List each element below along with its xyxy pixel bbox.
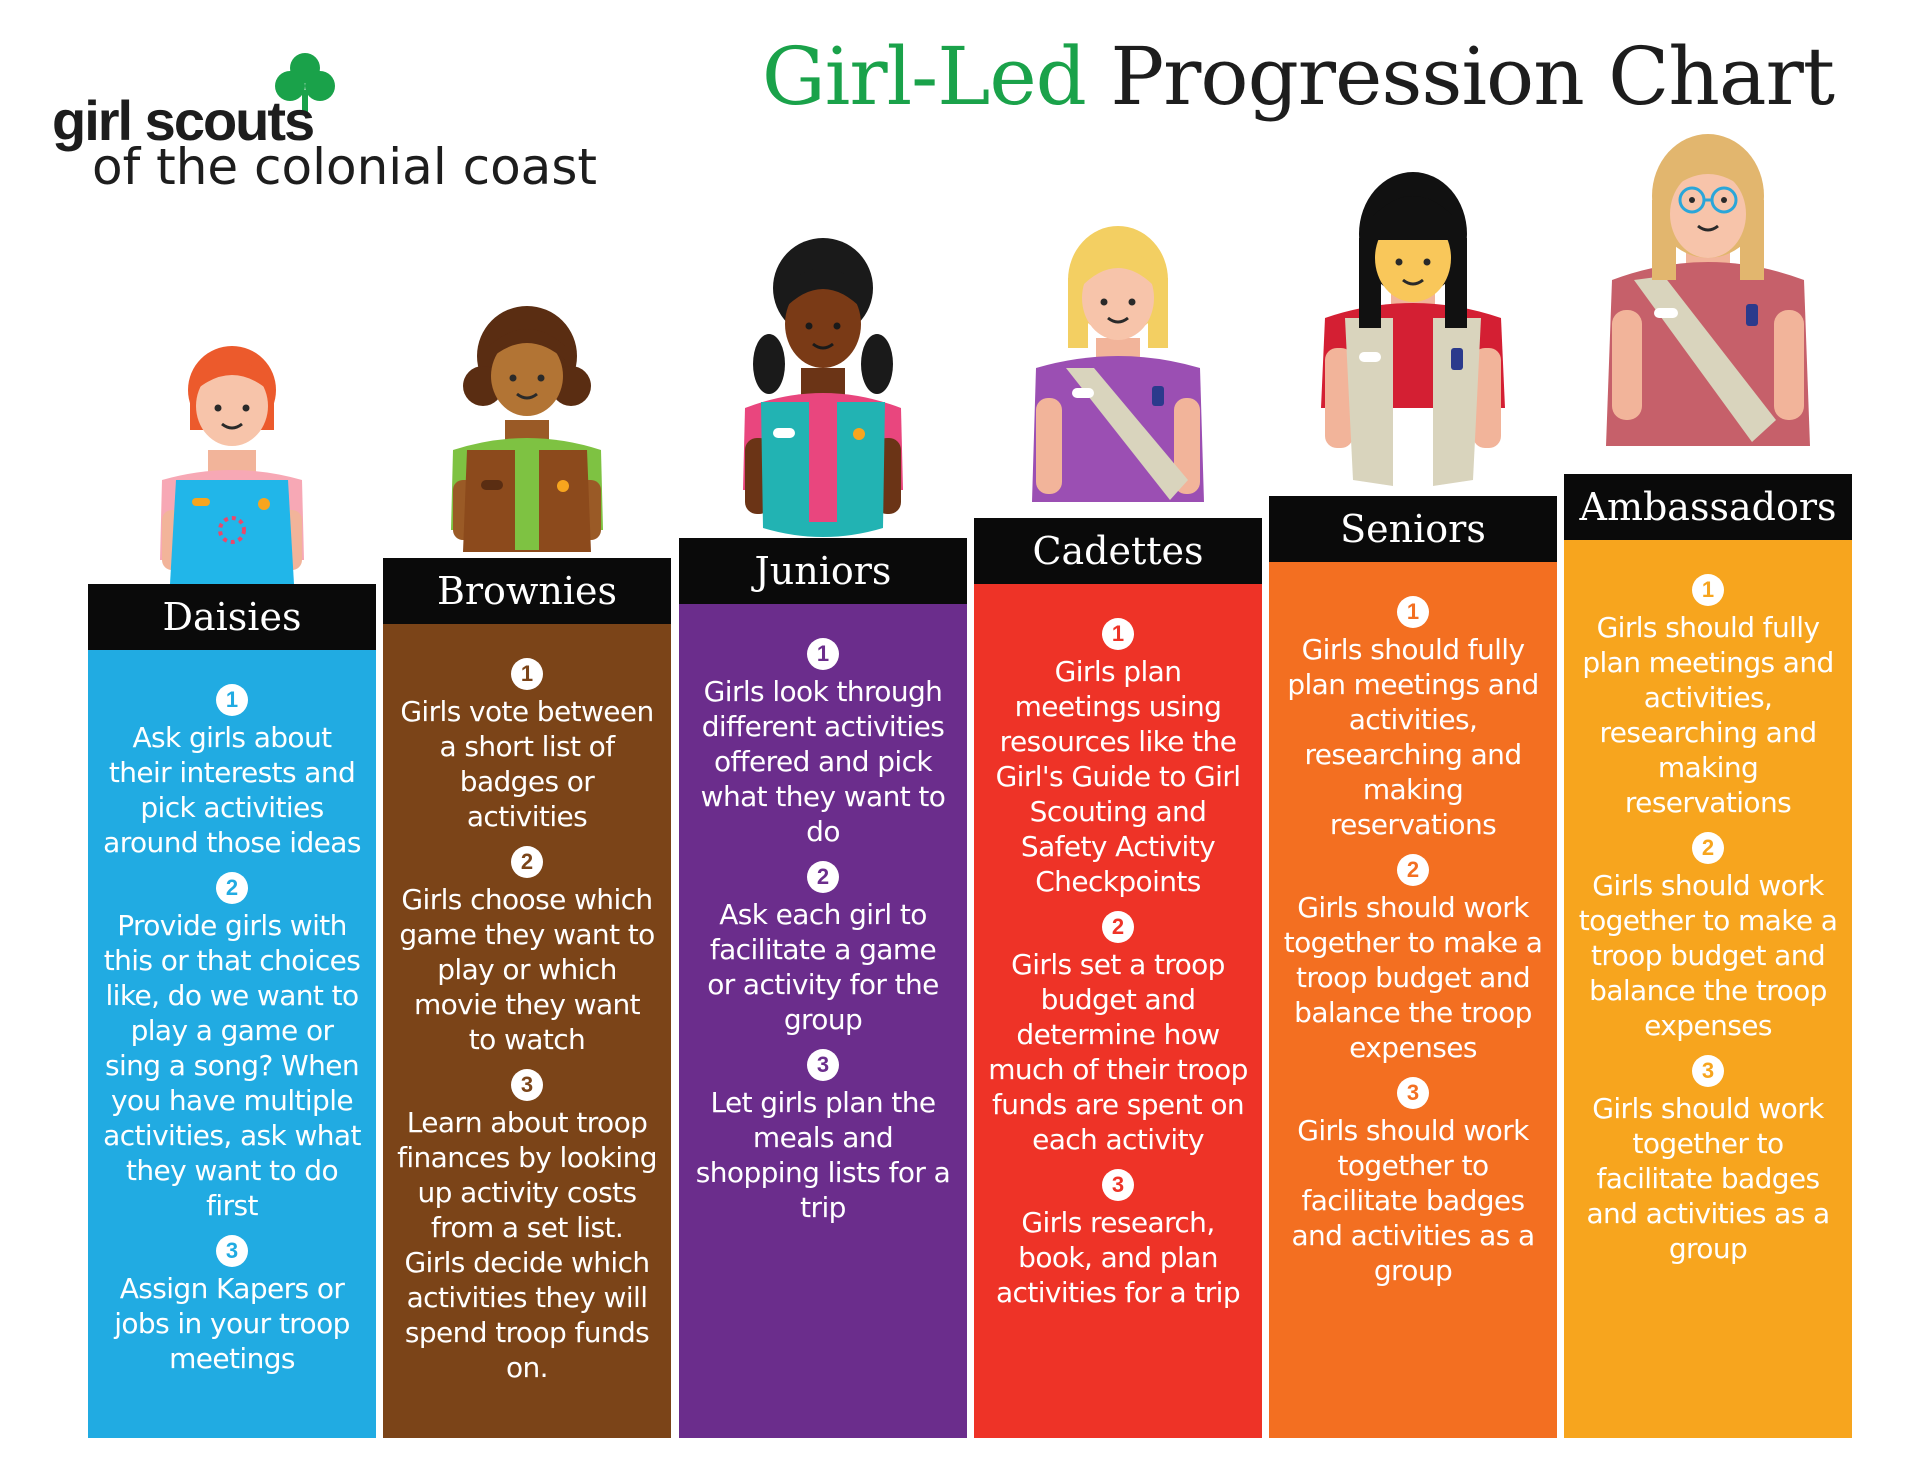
step-number: 3 — [511, 1069, 543, 1101]
level-body-seniors: 1 Girls should fully plan meetings and a… — [1269, 562, 1557, 1438]
list-item: 2 Girls should work together to make a t… — [1283, 854, 1543, 1065]
girl-scouts-logo: girl scouts of the colonial coast — [52, 52, 597, 202]
step-text: Girls should work together to make a tro… — [1283, 891, 1543, 1064]
level-body-daisies: 1 Ask girls about their interests and pi… — [88, 650, 376, 1438]
step-text: Girls choose which game they want to pla… — [399, 883, 655, 1056]
step-number: 1 — [1397, 596, 1429, 628]
level-body-juniors: 1 Girls look through different activitie… — [679, 604, 967, 1438]
step-text: Girls should work together to facilitate… — [1291, 1114, 1535, 1287]
list-item: 2 Girls set a troop budget and determine… — [988, 911, 1248, 1157]
level-header-brownies: Brownies — [383, 558, 671, 624]
level-column-brownies: Brownies 1 Girls vote between a short li… — [383, 290, 671, 1438]
step-text: Girls vote between a short list of badge… — [400, 695, 654, 833]
level-header-seniors: Seniors — [1269, 496, 1557, 562]
step-number: 1 — [216, 684, 248, 716]
step-number: 1 — [1102, 618, 1134, 650]
step-text: Ask girls about their interests and pick… — [103, 721, 361, 859]
title-highlight: Girl-Led — [761, 30, 1087, 123]
step-number: 2 — [216, 872, 248, 904]
list-item: 2 Ask each girl to facilitate a game or … — [693, 861, 953, 1037]
step-number: 3 — [216, 1235, 248, 1267]
list-item: 3 Girls research, book, and plan activit… — [988, 1169, 1248, 1310]
list-item: 3 Girls should work together to facilita… — [1578, 1055, 1838, 1266]
level-body-ambassadors: 1 Girls should fully plan meetings and a… — [1564, 540, 1852, 1438]
junior-girl-illustration — [743, 238, 903, 537]
step-number: 2 — [511, 846, 543, 878]
step-number: 3 — [807, 1049, 839, 1081]
level-column-daisies: Daisies 1 Ask girls about their interest… — [88, 330, 376, 1438]
senior-girl-illustration — [1321, 172, 1505, 486]
step-text: Ask each girl to facilitate a game or ac… — [707, 898, 939, 1036]
logo-tagline: of the colonial coast — [92, 138, 597, 196]
step-text: Girls should fully plan meetings and act… — [1582, 611, 1834, 819]
step-number: 3 — [1397, 1077, 1429, 1109]
step-number: 2 — [807, 861, 839, 893]
trefoil-icon — [275, 53, 335, 112]
list-item: 1 Ask girls about their interests and pi… — [102, 684, 362, 860]
step-text: Provide girls with this or that choices … — [103, 909, 361, 1222]
step-text: Girls plan meetings using resources like… — [995, 655, 1241, 898]
list-item: 3 Let girls plan the meals and shopping … — [693, 1049, 953, 1225]
step-number: 2 — [1692, 832, 1724, 864]
daisy-girl-illustration — [160, 346, 304, 584]
level-body-brownies: 1 Girls vote between a short list of bad… — [383, 624, 671, 1438]
level-header-cadettes: Cadettes — [974, 518, 1262, 584]
step-text: Learn about troop finances by looking up… — [397, 1106, 657, 1384]
list-item: 2 Provide girls with this or that choice… — [102, 872, 362, 1223]
step-text: Assign Kapers or jobs in your troop meet… — [114, 1272, 350, 1375]
step-text: Girls should fully plan meetings and act… — [1287, 633, 1539, 841]
step-number: 1 — [807, 638, 839, 670]
step-text: Girls set a troop budget and determine h… — [988, 948, 1248, 1156]
level-header-juniors: Juniors — [679, 538, 967, 604]
brownie-girl-illustration — [451, 306, 603, 552]
level-header-ambassadors: Ambassadors — [1564, 474, 1852, 540]
page-title: Girl-Led Progression Chart — [761, 30, 1835, 123]
list-item: 3 Learn about troop finances by looking … — [397, 1069, 657, 1385]
step-number: 2 — [1397, 854, 1429, 886]
list-item: 1 Girls should fully plan meetings and a… — [1283, 596, 1543, 842]
level-header-daisies: Daisies — [88, 584, 376, 650]
step-number: 1 — [511, 658, 543, 690]
logo-wordmark: girl scouts — [52, 89, 315, 152]
step-number: 3 — [1102, 1169, 1134, 1201]
step-text: Girls should work together to make a tro… — [1578, 869, 1838, 1042]
step-text: Girls should work together to facilitate… — [1586, 1092, 1830, 1265]
list-item: 2 Girls should work together to make a t… — [1578, 832, 1838, 1043]
list-item: 1 Girls vote between a short list of bad… — [397, 658, 657, 834]
step-number: 2 — [1102, 911, 1134, 943]
step-number: 3 — [1692, 1055, 1724, 1087]
cadette-girl-illustration — [1032, 226, 1204, 502]
list-item: 1 Girls look through different activitie… — [693, 638, 953, 849]
step-text: Girls look through different activities … — [700, 675, 946, 848]
level-column-cadettes: Cadettes 1 Girls plan meetings using res… — [974, 218, 1262, 1438]
step-text: Girls research, book, and plan activitie… — [995, 1206, 1241, 1309]
ambassador-girl-illustration — [1606, 134, 1810, 446]
level-column-juniors: Juniors 1 Girls look through different a… — [679, 228, 967, 1438]
list-item: 1 Girls plan meetings using resources li… — [988, 618, 1248, 899]
list-item: 3 Girls should work together to facilita… — [1283, 1077, 1543, 1288]
level-column-seniors: Seniors 1 Girls should fully plan meetin… — [1269, 168, 1557, 1438]
level-column-ambassadors: Ambassadors 1 Girls should fully plan me… — [1564, 130, 1852, 1438]
title-main: Progression Chart — [1110, 30, 1835, 123]
list-item: 2 Girls choose which game they want to p… — [397, 846, 657, 1057]
list-item: 3 Assign Kapers or jobs in your troop me… — [102, 1235, 362, 1376]
list-item: 1 Girls should fully plan meetings and a… — [1578, 574, 1838, 820]
step-text: Let girls plan the meals and shopping li… — [695, 1086, 951, 1224]
step-number: 1 — [1692, 574, 1724, 606]
level-body-cadettes: 1 Girls plan meetings using resources li… — [974, 584, 1262, 1438]
